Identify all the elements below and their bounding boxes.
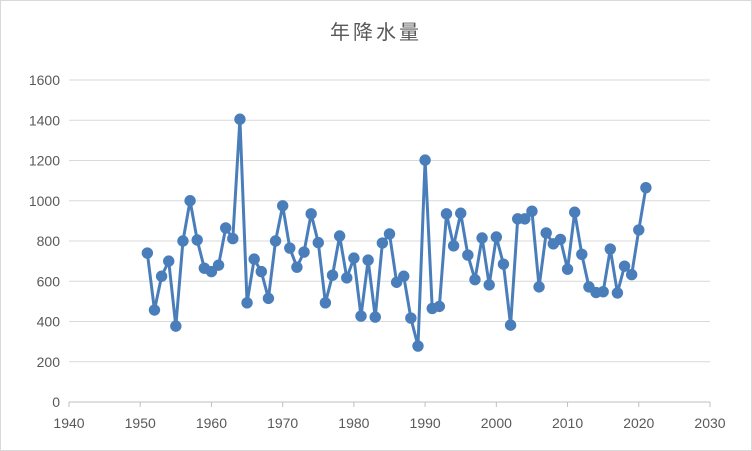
- y-tick-label: 200: [37, 354, 61, 370]
- data-point: [405, 312, 417, 324]
- data-point: [205, 265, 218, 278]
- y-tick-label: 400: [37, 314, 61, 330]
- data-point: [526, 205, 538, 217]
- x-tick-label: 2020: [623, 415, 654, 431]
- x-tick-label: 2010: [552, 415, 583, 431]
- data-point: [611, 287, 624, 299]
- data-point: [462, 249, 474, 261]
- y-tick-label: 1200: [29, 153, 60, 169]
- x-tick-label: 1990: [410, 415, 441, 431]
- data-point: [398, 270, 410, 282]
- data-point: [640, 181, 652, 194]
- gridlines: [69, 79, 710, 363]
- data-point: [219, 222, 232, 234]
- data-point: [341, 272, 353, 284]
- data-point: [504, 319, 517, 331]
- data-point: [540, 227, 552, 239]
- data-point: [269, 235, 282, 247]
- data-point: [483, 279, 495, 291]
- x-tick-label: 2000: [481, 415, 512, 431]
- data-point: [618, 260, 631, 272]
- series-line: [145, 117, 648, 348]
- data-point: [284, 242, 296, 254]
- x-tick-label: 1970: [267, 415, 298, 431]
- data-point: [291, 261, 303, 273]
- data-point: [191, 234, 203, 246]
- data-point: [177, 235, 189, 247]
- data-point: [561, 263, 574, 275]
- x-axis: [68, 401, 711, 407]
- data-point: [170, 320, 182, 332]
- data-point: [362, 254, 374, 266]
- data-point: [633, 224, 645, 236]
- data-point: [554, 233, 567, 246]
- data-point: [490, 231, 503, 243]
- y-tick-label: 800: [37, 233, 61, 249]
- data-point: [319, 297, 332, 309]
- y-tick-label: 600: [37, 273, 61, 289]
- data-point: [625, 268, 638, 281]
- chart-title: 年降水量: [330, 20, 422, 44]
- data-point: [276, 200, 289, 212]
- data-point: [469, 273, 481, 286]
- data-point: [383, 228, 396, 240]
- data-point: [312, 236, 324, 249]
- x-tick-label: 2030: [694, 415, 725, 431]
- data-point: [248, 253, 260, 265]
- data-point: [447, 240, 460, 252]
- data-point: [298, 246, 310, 258]
- data-point: [369, 311, 381, 323]
- y-tick-labels: 0 200 400 600 800 1000 1200 1400 1600: [29, 72, 60, 410]
- x-tick-label: 1950: [125, 415, 156, 431]
- data-point: [348, 252, 360, 264]
- data-point: [519, 213, 531, 225]
- data-point: [234, 113, 246, 125]
- x-tick-labels: 1940 1950 1960 1970 1980 1990 2000 2010 2020 2030: [53, 415, 725, 431]
- data-point: [155, 270, 168, 282]
- y-tick-label: 1400: [29, 112, 60, 128]
- data-point: [604, 243, 616, 255]
- data-point: [440, 208, 453, 220]
- data-point: [597, 286, 609, 298]
- data-point: [184, 195, 196, 207]
- x-tick-label: 1960: [196, 415, 227, 431]
- series-line-path: [145, 117, 648, 348]
- y-tick-label: 0: [52, 394, 60, 410]
- data-point: [262, 292, 275, 305]
- data-point: [412, 340, 424, 352]
- data-point: [255, 265, 267, 278]
- data-point: [212, 259, 225, 271]
- data-point: [376, 237, 389, 249]
- data-point: [141, 247, 154, 259]
- y-tick-label: 1000: [29, 193, 60, 209]
- x-tick-label: 1980: [338, 415, 369, 431]
- data-points: [141, 113, 652, 352]
- data-point: [305, 208, 317, 220]
- data-point: [227, 232, 239, 245]
- data-point: [455, 207, 467, 219]
- data-point: [163, 255, 175, 267]
- data-point: [333, 230, 346, 242]
- data-point: [568, 206, 581, 218]
- data-point: [576, 248, 588, 260]
- data-point: [419, 154, 431, 166]
- data-point: [355, 310, 367, 322]
- data-point: [533, 281, 545, 293]
- data-point: [241, 297, 253, 309]
- data-point: [497, 258, 510, 270]
- data-point: [148, 304, 161, 316]
- data-point: [476, 232, 488, 244]
- x-tick-label: 1940: [53, 415, 84, 431]
- data-point: [326, 269, 339, 281]
- data-point: [433, 300, 446, 313]
- y-tick-label: 1600: [29, 72, 60, 88]
